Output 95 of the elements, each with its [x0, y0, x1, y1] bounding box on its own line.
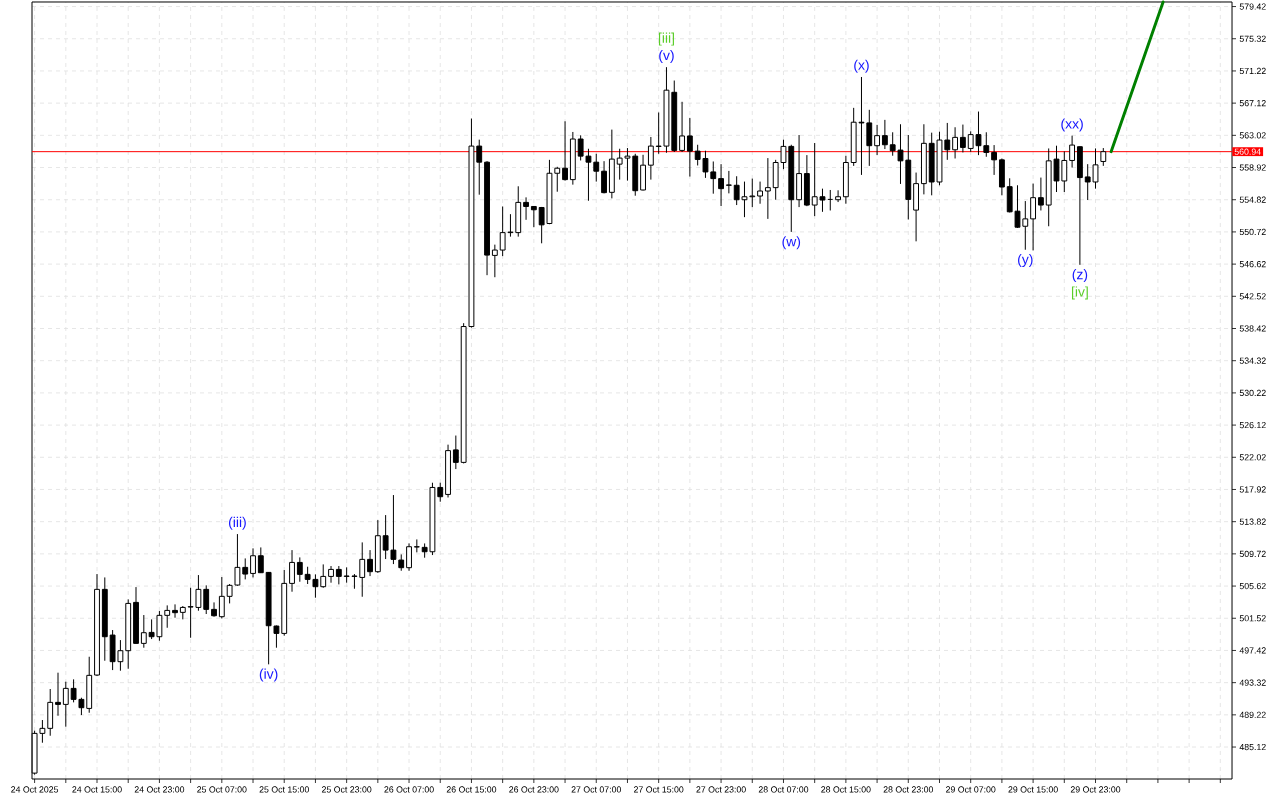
candlestick	[991, 144, 998, 176]
x-tick-label: 29 Oct 23:00	[1070, 786, 1121, 793]
y-tick-label: 505.62	[1239, 582, 1266, 590]
y-tick-label: 530.22	[1239, 389, 1266, 396]
candlestick	[320, 563, 327, 589]
y-tick-label: 501.52	[1239, 615, 1266, 622]
candlestick	[827, 189, 834, 211]
x-tick-label: 28 Oct 23:00	[883, 786, 934, 793]
x-tick-label: 26 Oct 23:00	[509, 786, 559, 793]
candlestick	[257, 546, 264, 574]
candlestick	[62, 681, 69, 728]
candlestick	[140, 614, 147, 649]
x-tick-label: 28 Oct 15:00	[821, 786, 871, 793]
ref-line-label: 560.94	[1234, 148, 1261, 155]
candlestick	[203, 584, 210, 615]
annotation: [iv]	[1071, 286, 1088, 300]
x-tick-label: 26 Oct 15:00	[446, 786, 497, 793]
x-tick-label: 25 Oct 23:00	[321, 786, 372, 793]
candlestick	[952, 126, 959, 159]
x-tick-label: 25 Oct 15:00	[259, 786, 309, 793]
y-tick-label: 538.42	[1239, 325, 1266, 332]
candlestick	[835, 189, 841, 203]
annotation: (z)	[1072, 269, 1088, 283]
annotation: (xx)	[1061, 118, 1083, 132]
y-tick-label: 563.02	[1239, 132, 1266, 139]
x-tick-label: 26 Oct 07:00	[384, 786, 434, 793]
candlestick	[874, 124, 880, 156]
y-tick-label: 517.92	[1239, 486, 1266, 493]
candlestick	[686, 117, 693, 178]
x-tick-label: 25 Oct 07:00	[197, 786, 247, 793]
annotation: [iii]	[658, 32, 674, 46]
candlestick	[881, 119, 888, 150]
y-tick-label: 579.42	[1239, 3, 1266, 10]
candlestick	[959, 124, 966, 153]
candlestick	[764, 157, 771, 220]
candlestick	[679, 101, 685, 153]
candlestick	[242, 557, 249, 580]
candlestick	[523, 196, 529, 221]
candlestick	[164, 604, 171, 629]
x-tick-label: 28 Oct 07:00	[758, 786, 809, 793]
candlestick	[359, 541, 366, 598]
x-tick-label: 29 Oct 07:00	[946, 786, 996, 793]
candlestick	[367, 549, 373, 577]
y-tick-label: 522.02	[1239, 454, 1266, 461]
x-tick-label: 24 Oct 15:00	[72, 786, 122, 793]
y-tick-label: 542.52	[1239, 293, 1266, 300]
candlestick	[601, 160, 607, 194]
y-tick-label: 497.42	[1239, 647, 1266, 654]
annotation: (w)	[782, 236, 801, 250]
x-tick-label: 29 Oct 15:00	[1008, 786, 1058, 793]
y-tick-label: 489.22	[1239, 711, 1266, 718]
y-tick-label: 571.22	[1239, 67, 1266, 75]
candlestick	[172, 603, 178, 619]
y-tick-label: 546.62	[1239, 261, 1266, 268]
annotation: (y)	[1018, 254, 1033, 268]
y-tick-label: 554.82	[1239, 196, 1266, 203]
candlestick	[218, 576, 225, 619]
annotation: (x)	[854, 59, 869, 73]
y-tick-label: 550.72	[1239, 228, 1266, 236]
candlestick	[491, 244, 498, 278]
y-tick-label: 575.32	[1239, 35, 1266, 42]
candlestick	[530, 205, 537, 228]
candlestick	[55, 672, 61, 717]
annotation: (v)	[659, 49, 674, 63]
candlestick	[1069, 135, 1076, 169]
candlestick	[1030, 183, 1037, 251]
y-tick-label: 485.12	[1239, 743, 1266, 751]
annotation: (iii)	[228, 516, 246, 530]
x-tick-label: 27 Oct 15:00	[634, 786, 684, 793]
x-tick-label: 27 Oct 23:00	[696, 786, 746, 793]
candlestick	[328, 565, 334, 584]
candlestick	[725, 170, 732, 194]
x-tick-label: 24 Oct 2025	[11, 786, 59, 793]
candlestick	[718, 163, 724, 207]
candlestick	[335, 565, 342, 585]
candlestick	[296, 556, 303, 583]
annotation: (iv)	[259, 668, 278, 682]
y-tick-label: 513.82	[1239, 518, 1266, 525]
candlestick	[757, 181, 763, 205]
y-tick-label: 567.12	[1239, 100, 1266, 107]
y-tick-label: 558.92	[1239, 164, 1266, 171]
y-tick-label: 509.72	[1239, 550, 1266, 557]
candlestick	[250, 547, 256, 578]
candlestick	[406, 542, 412, 572]
candlestick	[647, 136, 654, 181]
candlestick	[289, 549, 295, 593]
y-tick-label: 493.32	[1239, 679, 1266, 686]
candlestick	[452, 435, 459, 470]
candlestick	[211, 601, 217, 618]
x-tick-label: 24 Oct 23:00	[134, 786, 185, 793]
x-tick-label: 27 Oct 07:00	[571, 786, 622, 793]
y-tick-label: 526.12	[1239, 421, 1266, 429]
y-tick-label: 534.32	[1239, 357, 1266, 364]
candlestick	[1037, 177, 1044, 211]
candlestick	[562, 120, 568, 182]
